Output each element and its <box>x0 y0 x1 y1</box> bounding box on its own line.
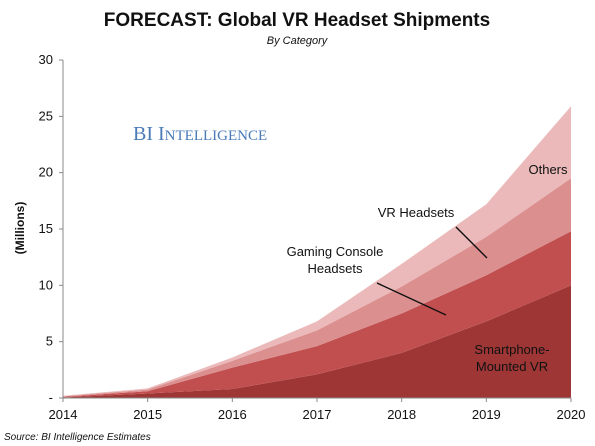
x-tick-label: 2014 <box>49 407 78 422</box>
y-axis-label: (Millions) <box>13 202 27 255</box>
y-tick-label: 10 <box>39 277 53 292</box>
y-tick-label: 20 <box>39 165 53 180</box>
annotation-leader-line <box>376 282 447 316</box>
area-series-1 <box>63 231 571 398</box>
annotation-1: VR Headsets <box>378 205 488 259</box>
annotation-label: Others <box>528 162 568 177</box>
chart-title: FORECAST: Global VR Headset Shipments <box>104 10 490 31</box>
x-tick-label: 2017 <box>303 407 332 422</box>
annotation-leader-line <box>455 226 488 259</box>
annotation-label: Smartphone-Mounted VR <box>474 342 549 374</box>
y-tick-label: 15 <box>39 221 53 236</box>
annotation-label: VR Headsets <box>378 205 455 220</box>
annotation-0: Others <box>528 162 568 177</box>
x-tick-label: 2020 <box>557 407 586 422</box>
y-tick-label: 30 <box>39 52 53 67</box>
annotation-2: Gaming Console Headsets <box>287 244 447 316</box>
y-tick-label: 25 <box>39 108 53 123</box>
x-tick-label: 2016 <box>218 407 247 422</box>
source-note: Source: BI Intelligence Estimates <box>4 432 151 443</box>
area-series-0 <box>63 285 571 398</box>
annotation-3: Smartphone-Mounted VR <box>474 342 549 374</box>
plot-area: - 5 10 15 20 25 30 2014 2015 2016 2017 2018 2019 2020 <box>39 52 586 422</box>
bi-intelligence-logo: BI INTELLIGENCE <box>133 123 267 145</box>
annotation-label: Gaming Console Headsets <box>287 244 384 276</box>
x-tick-label: 2015 <box>133 407 162 422</box>
y-tick-label: - <box>49 390 53 405</box>
x-tick-label: 2019 <box>472 407 501 422</box>
x-tick-label: 2018 <box>387 407 416 422</box>
y-tick-label: 5 <box>46 334 53 349</box>
chart-subtitle: By Category <box>267 35 329 47</box>
